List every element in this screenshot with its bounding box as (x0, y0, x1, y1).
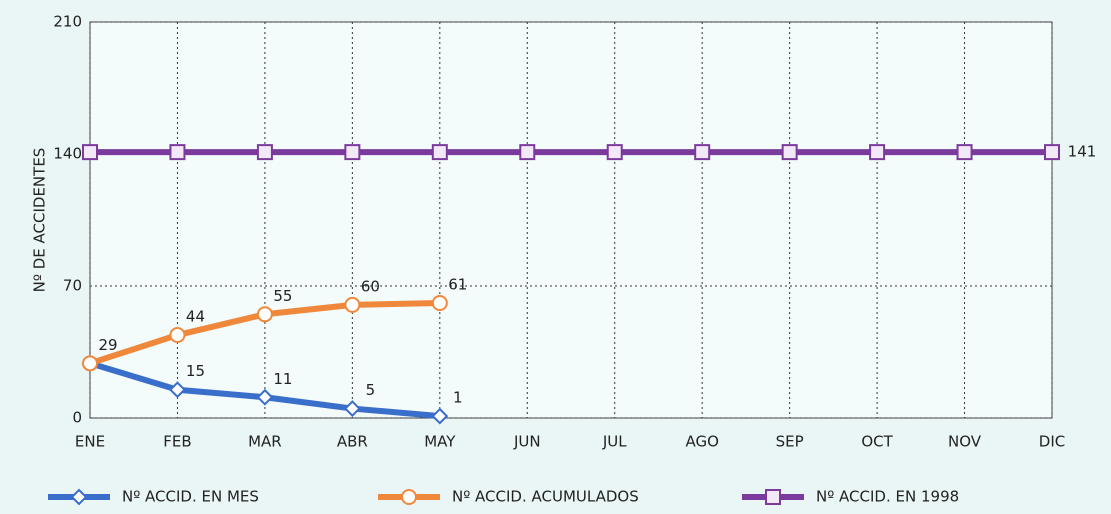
legend-label: Nº ACCID. EN MES (122, 488, 259, 506)
y-tick-label: 140 (53, 145, 82, 163)
x-tick-label: ENE (75, 433, 105, 451)
data-label: 15 (186, 362, 205, 380)
x-tick-label: MAY (424, 433, 456, 451)
data-point (343, 400, 361, 417)
data-point (169, 381, 186, 399)
x-tick-label: ABR (337, 433, 368, 451)
data-label: 1 (453, 389, 463, 407)
y-tick-label: 70 (63, 277, 82, 295)
data-point (694, 144, 711, 161)
legend-marker (765, 489, 781, 505)
x-tick-label: MAR (248, 433, 282, 451)
data-label: 60 (361, 277, 380, 295)
data-label: 44 (186, 308, 205, 326)
legend-label: Nº ACCID. EN 1998 (816, 488, 959, 506)
data-label: 5 (366, 381, 376, 399)
legend-label: Nº ACCID. ACUMULADOS (452, 488, 639, 506)
legend-marker (401, 489, 417, 505)
data-label: 29 (98, 336, 117, 354)
x-tick-label: DIC (1039, 433, 1065, 451)
data-point (256, 144, 273, 161)
data-point (431, 144, 448, 161)
x-tick-label: OCT (861, 433, 893, 451)
data-point (781, 144, 798, 161)
data-point (82, 355, 98, 372)
x-tick-label: JUN (513, 433, 541, 451)
x-tick-label: SEP (776, 433, 804, 451)
data-label: 55 (273, 287, 292, 305)
x-tick-label: JUL (602, 433, 627, 451)
data-point (1044, 144, 1060, 161)
data-point (169, 144, 186, 161)
data-point (431, 407, 449, 425)
data-point (519, 144, 536, 161)
plot-area (89, 21, 1053, 419)
y-tick-label: 0 (72, 409, 82, 427)
data-point (869, 144, 886, 161)
data-point (431, 294, 448, 311)
x-tick-label: FEB (163, 433, 191, 451)
data-point (169, 327, 186, 344)
data-point (606, 144, 623, 161)
data-point (256, 388, 274, 406)
data-point (256, 306, 273, 323)
data-label: 141 (1068, 143, 1097, 161)
legend-marker (70, 488, 88, 506)
x-tick-label: AGO (685, 433, 718, 451)
data-point (344, 296, 361, 313)
data-point (344, 144, 361, 161)
x-tick-label: NOV (948, 433, 982, 451)
y-tick-label: 210 (53, 13, 82, 31)
data-point (82, 144, 98, 161)
data-point (956, 144, 973, 161)
y-axis-label: Nº DE ACCIDENTES (31, 148, 49, 293)
data-label: 11 (273, 370, 292, 388)
data-label: 61 (448, 275, 467, 293)
